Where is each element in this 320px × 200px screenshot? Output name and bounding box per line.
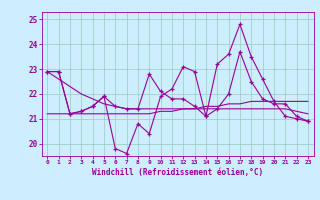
X-axis label: Windchill (Refroidissement éolien,°C): Windchill (Refroidissement éolien,°C) bbox=[92, 168, 263, 177]
